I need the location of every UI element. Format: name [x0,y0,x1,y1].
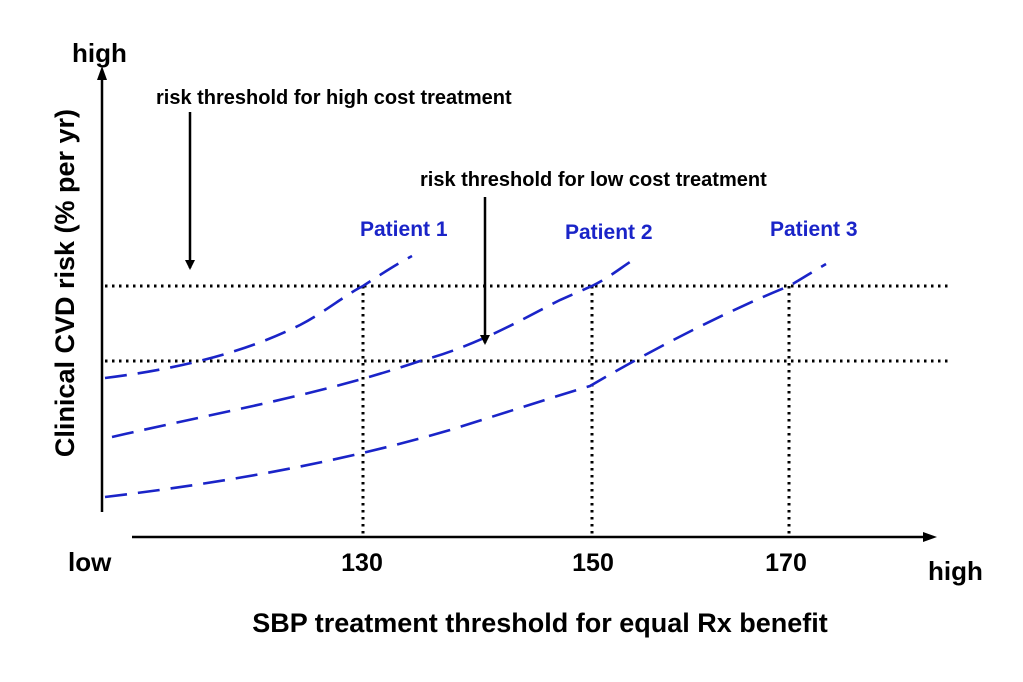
x-axis-title: SBP treatment threshold for equal Rx ben… [252,608,828,638]
patient-2-curve [111,260,631,439]
x-axis-arrowhead [923,532,937,542]
x-tick-130: 130 [341,549,383,577]
x-tick-150: 150 [572,549,614,577]
x-tick-170: 170 [765,549,807,577]
low-cost-annotation: risk threshold for low cost treatment [420,169,767,191]
x-axis-low-label: low [68,547,112,577]
patient-1-curve [104,254,413,380]
y-axis-high-label: high [72,38,127,68]
patient-3-curve [104,262,827,499]
y-axis-title: Clinical CVD risk (% per yr) [50,109,80,457]
patient-2-label: Patient 2 [565,221,653,244]
x-axis-high-label: high [928,556,983,586]
high-cost-annotation: risk threshold for high cost treatment [156,87,512,109]
patient-1-label: Patient 1 [360,218,448,241]
y-axis-arrowhead [97,66,107,80]
patient-3-label: Patient 3 [770,218,858,241]
